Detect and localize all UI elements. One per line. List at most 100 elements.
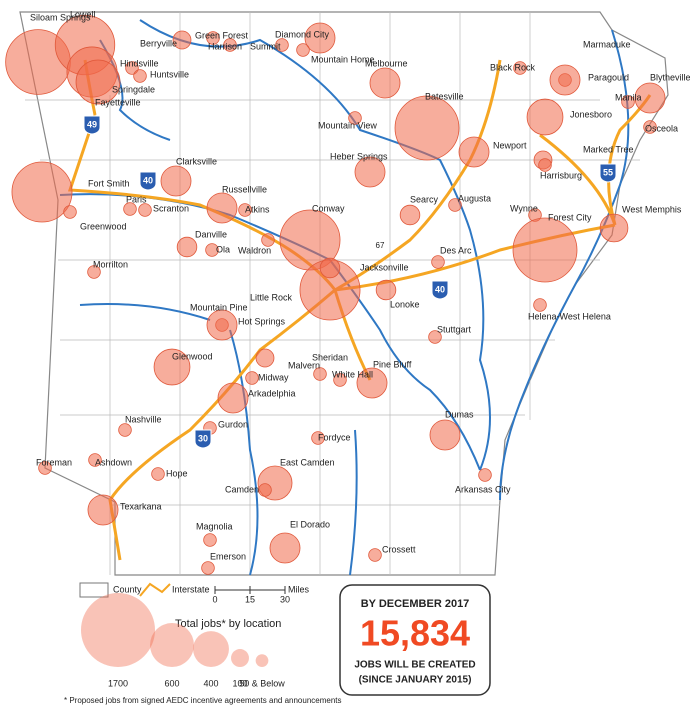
place-label: Forest City <box>548 212 592 222</box>
place-label: Arkadelphia <box>248 388 296 398</box>
job-bubble <box>238 203 252 217</box>
job-bubble <box>275 38 289 52</box>
job-bubble <box>87 494 119 526</box>
job-bubble <box>428 330 442 344</box>
place-label: Newport <box>493 140 527 150</box>
legend-bubble <box>255 654 269 667</box>
job-bubble <box>296 43 310 57</box>
place-label: Emerson <box>210 551 246 561</box>
job-bubble <box>206 192 238 224</box>
interstate-label: 40 <box>143 175 153 185</box>
place-label: Siloam Springs <box>30 12 91 22</box>
place-label: Stuttgart <box>437 324 472 334</box>
job-bubble <box>549 64 581 96</box>
place-label: Fordyce <box>318 432 351 442</box>
place-label: Scranton <box>153 203 189 213</box>
scale-label: 0 <box>212 594 217 604</box>
interstate-shield <box>83 115 101 135</box>
legend-size-label: 1700 <box>108 678 128 688</box>
place-label: Foreman <box>36 457 72 467</box>
legend-interstate: Interstate <box>172 584 210 594</box>
place-label: Helena-West Helena <box>528 311 611 321</box>
job-bubble <box>538 158 552 172</box>
job-bubble <box>88 453 102 467</box>
scale-label: 30 <box>280 594 290 604</box>
place-label: Dumas <box>445 409 474 419</box>
job-bubble <box>206 309 238 341</box>
place-label: Mountain Home <box>311 54 375 64</box>
place-label: Fort Smith <box>88 178 130 188</box>
job-bubble <box>217 382 249 414</box>
job-bubble <box>375 279 397 301</box>
job-bubble <box>319 257 341 279</box>
legend-jobs-title: Total jobs* by location <box>175 618 281 630</box>
place-label: Manila <box>615 92 642 102</box>
place-label: Greenwood <box>80 221 127 231</box>
callout: BY DECEMBER 2017 15,834 JOBS WILL BE CRE… <box>339 584 491 696</box>
job-bubble <box>205 243 219 257</box>
job-bubble <box>125 61 139 75</box>
callout-box <box>339 584 491 696</box>
job-bubble <box>512 217 578 283</box>
place-label: Arkansas City <box>455 484 511 494</box>
place-label: Black Rock <box>490 62 536 72</box>
legend-county: County <box>113 584 142 594</box>
job-bubble <box>431 255 445 269</box>
place-label: Blytheville <box>650 72 690 82</box>
place-label: Gurdon <box>218 419 248 429</box>
place-label: Summit <box>250 41 281 51</box>
job-bubble <box>133 69 147 83</box>
place-label: Fayetteville <box>95 97 141 107</box>
place-label: Heber Springs <box>330 151 388 161</box>
place-label: Conway <box>312 203 345 213</box>
legend-bubble <box>150 623 194 667</box>
place-label: Jacksonville <box>360 262 409 272</box>
place-label: Ola <box>216 244 230 254</box>
county-swatch <box>79 582 109 598</box>
interstate-shield <box>599 163 617 183</box>
place-label: Danville <box>195 229 227 239</box>
interstate-label: 55 <box>603 167 613 177</box>
interstate-shield <box>139 171 157 191</box>
legend-size-label: 100 <box>232 678 247 688</box>
scale-label: 15 <box>245 594 255 604</box>
job-bubble <box>63 205 77 219</box>
job-bubble <box>313 367 327 381</box>
job-bubble <box>223 38 237 52</box>
place-label: Searcy <box>410 194 439 204</box>
interstate-shield <box>194 429 212 449</box>
place-label: Augusta <box>458 193 491 203</box>
job-bubble <box>75 59 121 105</box>
interstate-label: 49 <box>87 119 97 129</box>
place-label: Harrison <box>208 41 242 51</box>
job-bubble <box>533 298 547 312</box>
place-label: Little Rock <box>250 292 293 302</box>
place-label: Huntsville <box>150 69 189 79</box>
job-bubble <box>634 82 666 114</box>
job-bubble <box>526 98 564 136</box>
place-label: White Hall <box>332 369 373 379</box>
job-bubble <box>160 165 192 197</box>
place-label: Glenwood <box>172 351 213 361</box>
job-bubble <box>87 265 101 279</box>
place-label: Clarksville <box>176 156 217 166</box>
interstate-label: 67 <box>376 241 385 250</box>
job-bubble <box>311 431 325 445</box>
job-bubble <box>394 95 460 161</box>
job-bubble <box>172 30 192 50</box>
job-bubble <box>153 348 191 386</box>
job-bubble <box>429 419 461 451</box>
place-label: Springdale <box>112 84 155 94</box>
place-label: Ashdown <box>95 457 132 467</box>
job-bubble <box>151 467 165 481</box>
job-bubble <box>201 561 215 575</box>
place-label: Hope <box>166 468 188 478</box>
legend-size-label: 600 <box>164 678 179 688</box>
place-label: Harrisburg <box>540 170 582 180</box>
place-label: Lonoke <box>390 299 420 309</box>
legend-size-label: 400 <box>203 678 218 688</box>
job-bubble <box>206 31 220 45</box>
job-bubble <box>138 203 152 217</box>
job-bubble <box>399 204 421 226</box>
